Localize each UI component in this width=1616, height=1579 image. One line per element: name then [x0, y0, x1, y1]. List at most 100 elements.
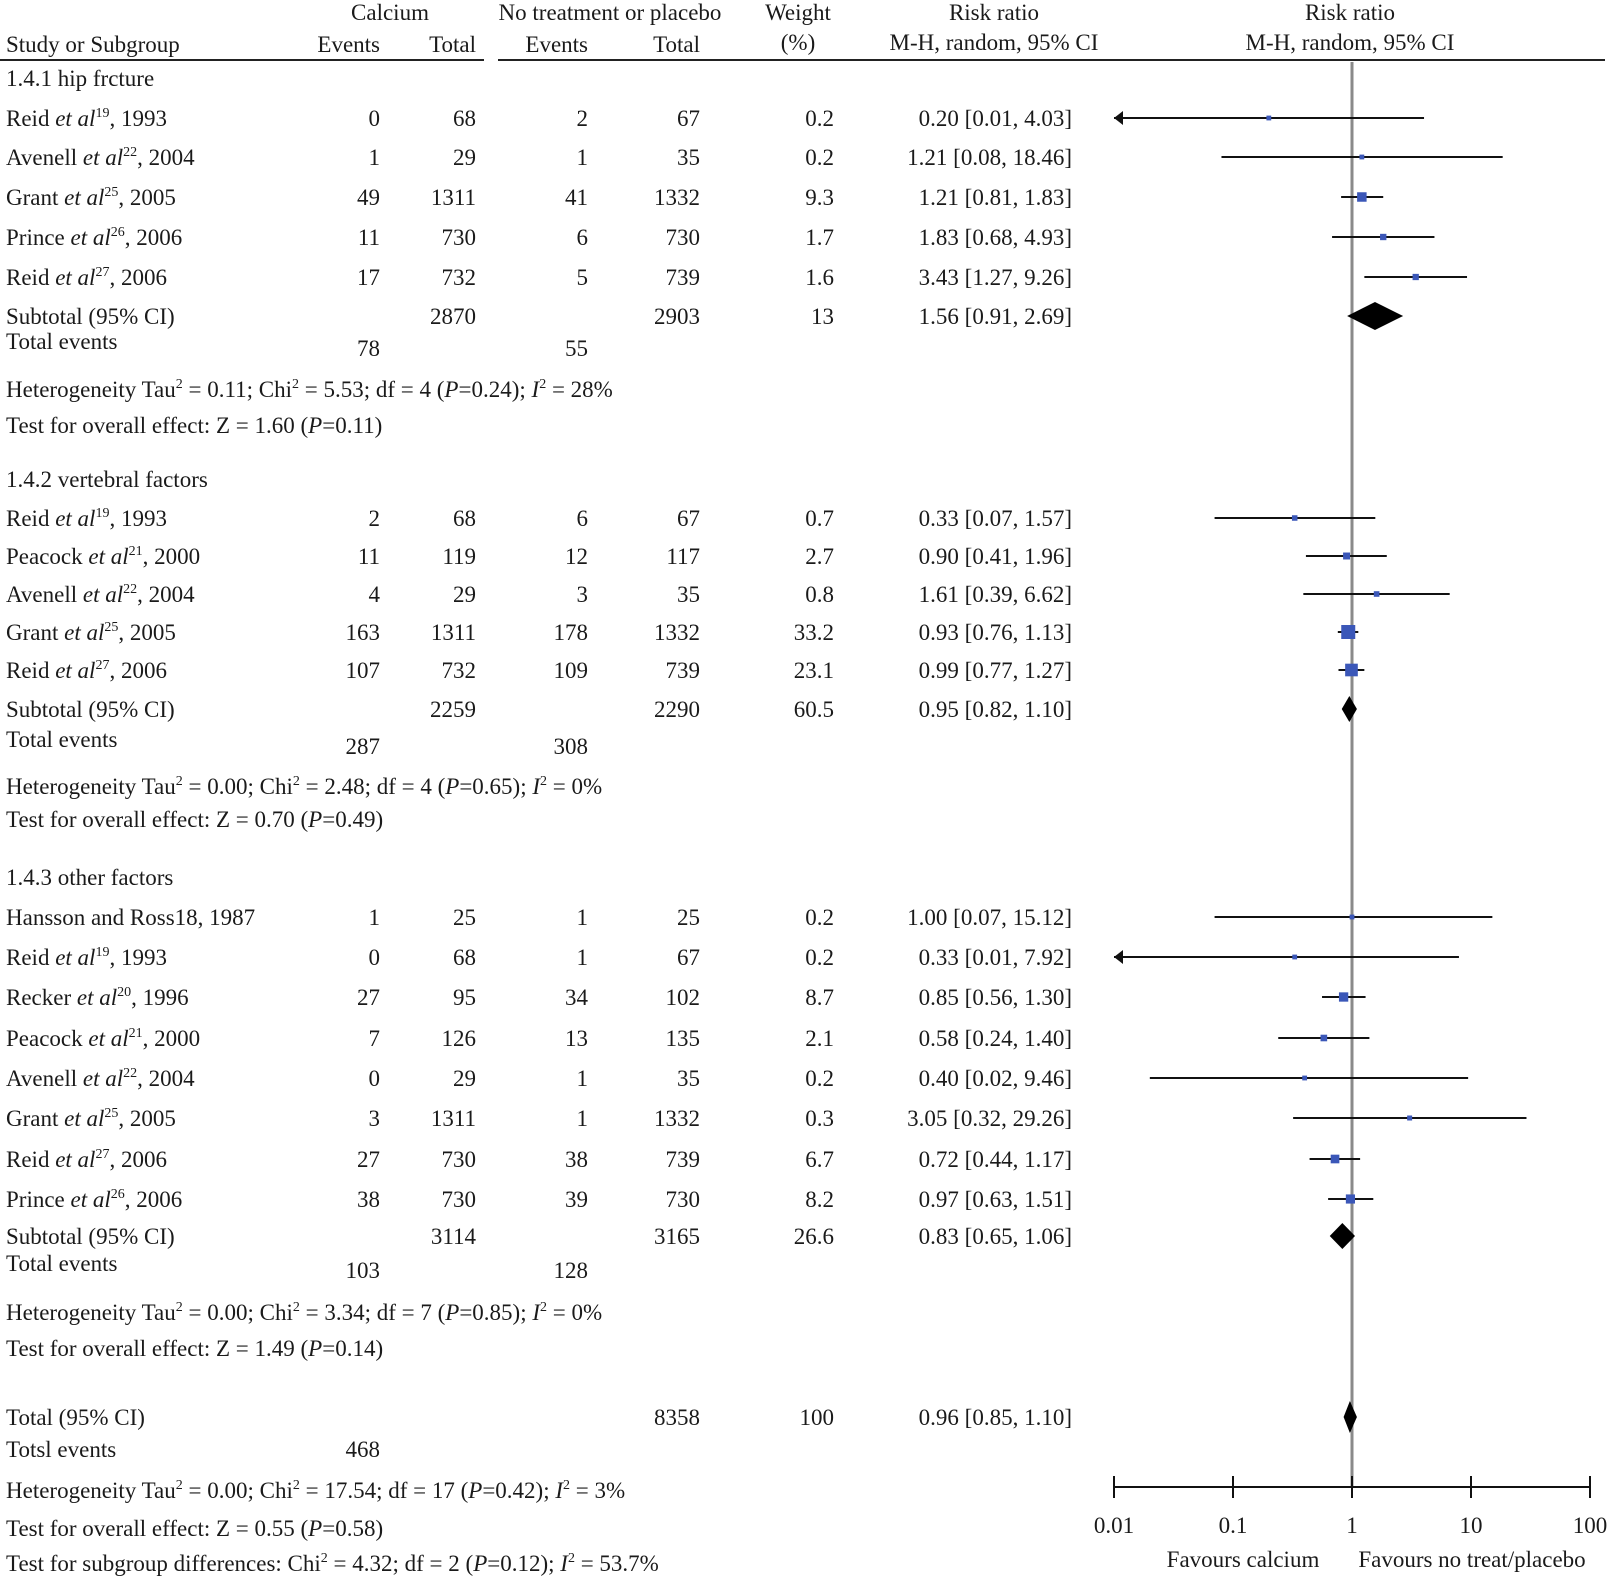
- subgroup-3-study-8-name: Prince et al26, 2006: [6, 1187, 182, 1212]
- subgroup-3-study-7-calcium-total: 730: [442, 1147, 477, 1172]
- subgroup-1-study-3-calcium-total: 1311: [431, 185, 476, 210]
- risk-ratio-method-header: M-H, random, 95% CI: [890, 30, 1099, 55]
- subgroup-differences-test: Test for subgroup differences: Chi2 = 4.…: [6, 1551, 659, 1576]
- subgroup-1-study-2-calcium-events: 1: [369, 145, 381, 170]
- subgroup-2-study-1-control-events: 6: [577, 506, 589, 531]
- subgroup-2-study-1-name: Reid et al19, 1993: [6, 506, 167, 531]
- subgroup-2-study-1-control-total: 67: [677, 506, 700, 531]
- calcium-events-header: Events: [317, 32, 380, 57]
- subgroup-1-study-1-weight: 0.2: [805, 106, 834, 131]
- subgroup-3-study-7-calcium-events: 27: [357, 1147, 380, 1172]
- subgroup-3-subtotal-diamond: [1329, 1223, 1356, 1249]
- subgroup-1-study-3-calcium-events: 49: [357, 185, 380, 210]
- subgroup-3-study-7-name: Reid et al27, 2006: [6, 1147, 167, 1172]
- subgroup-2-heterogeneity: Heterogeneity Tau2 = 0.00; Chi2 = 2.48; …: [6, 774, 602, 799]
- subgroup-3-subtotal-calcium-total: 3114: [431, 1224, 477, 1249]
- subgroup-1-study-5-control-total: 739: [666, 265, 701, 290]
- plot-method-header: M-H, random, 95% CI: [1246, 30, 1455, 55]
- subgroup-2-study-1-calcium-total: 68: [453, 506, 476, 531]
- subgroup-3-study-4-control-events: 13: [565, 1026, 588, 1051]
- subgroup-3-study-2-calcium-total: 68: [453, 945, 476, 970]
- subgroup-3-study-4-control-total: 135: [666, 1026, 701, 1051]
- subgroup-3-study-6-calcium-events: 3: [369, 1106, 381, 1131]
- subgroup-1-subtotal-label: Subtotal (95% CI): [6, 304, 175, 329]
- subgroup-1-subtotal-calcium-total: 2870: [430, 304, 476, 329]
- subgroup-3-total-events-label: Total events: [6, 1251, 117, 1276]
- subgroup-1-study-3-risk-ratio: 1.21 [0.81, 1.83]: [919, 185, 1072, 210]
- subgroup-3-study-4-risk-ratio: 0.58 [0.24, 1.40]: [919, 1026, 1072, 1051]
- subgroup-3-study-6-point: [1407, 1115, 1413, 1121]
- x-tick-label-3: 10: [1460, 1513, 1483, 1538]
- subgroup-2-subtotal-risk-ratio: 0.95 [0.82, 1.10]: [919, 697, 1072, 722]
- subgroup-1-study-5-weight: 1.6: [805, 265, 834, 290]
- subgroup-3-study-2-control-total: 67: [677, 945, 700, 970]
- subgroup-2-study-5-weight: 23.1: [794, 658, 834, 683]
- subgroup-1-study-2-risk-ratio: 1.21 [0.08, 18.46]: [907, 145, 1072, 170]
- subgroup-1-study-4-calcium-events: 11: [358, 225, 380, 250]
- subgroup-3-study-2-point: [1292, 954, 1298, 960]
- subgroup-3-study-6-calcium-total: 1311: [431, 1106, 476, 1131]
- subgroup-3-study-7-risk-ratio: 0.72 [0.44, 1.17]: [919, 1147, 1072, 1172]
- subgroup-2-study-3-control-total: 35: [677, 582, 700, 607]
- subgroup-3-study-2-ci-arrow: [1114, 950, 1123, 964]
- subgroup-1-study-3-name: Grant et al25, 2005: [6, 185, 176, 210]
- overall-control-total: 8358: [654, 1405, 700, 1430]
- subgroup-3-study-3-weight: 8.7: [805, 985, 834, 1010]
- subgroup-1-study-5-calcium-events: 17: [357, 265, 380, 290]
- subgroup-1-study-1-ci-arrow: [1114, 111, 1123, 125]
- overall-heterogeneity: Heterogeneity Tau2 = 0.00; Chi2 = 17.54;…: [6, 1478, 625, 1503]
- subgroup-2-subtotal-diamond: [1341, 696, 1357, 722]
- subgroup-1-study-1-point: [1266, 115, 1272, 121]
- subgroup-3-study-1-name: Hansson and Ross18, 1987: [6, 905, 255, 930]
- subgroup-2-subtotal-control-total: 2290: [654, 697, 700, 722]
- subgroup-2-study-4-calcium-total: 1311: [431, 620, 476, 645]
- subgroup-2-total-events-calcium: 287: [346, 734, 381, 759]
- subgroup-3-study-8-control-events: 39: [565, 1187, 588, 1212]
- subgroup-3-study-2-calcium-events: 0: [369, 945, 381, 970]
- subgroup-2-overall-effect: Test for overall effect: Z = 0.70 (P=0.4…: [6, 807, 383, 832]
- subgroup-3-study-6-control-total: 1332: [654, 1106, 700, 1131]
- favours-left-label: Favours calcium: [1167, 1547, 1320, 1572]
- subgroup-2-study-5-control-total: 739: [666, 658, 701, 683]
- subgroup-1-study-3-weight: 9.3: [805, 185, 834, 210]
- subgroup-1-study-4-name: Prince et al26, 2006: [6, 225, 182, 250]
- subgroup-2-title: 1.4.2 vertebral factors: [6, 467, 208, 492]
- subgroup-2-study-3-weight: 0.8: [805, 582, 834, 607]
- subgroup-1-study-4-risk-ratio: 1.83 [0.68, 4.93]: [919, 225, 1072, 250]
- subgroup-3-study-4-name: Peacock et al21, 2000: [6, 1026, 200, 1051]
- subgroup-1-study-1-calcium-events: 0: [369, 106, 381, 131]
- subgroup-3-study-8-calcium-total: 730: [442, 1187, 477, 1212]
- subgroup-3-study-3-control-events: 34: [565, 985, 589, 1010]
- subgroup-3-study-5-control-events: 1: [577, 1066, 589, 1091]
- overall-weight: 100: [800, 1405, 835, 1430]
- subgroup-3-study-6-weight: 0.3: [805, 1106, 834, 1131]
- overall-diamond: [1343, 1401, 1357, 1433]
- subgroup-3-subtotal-weight: 26.6: [794, 1224, 834, 1249]
- subgroup-2-study-5-point: [1345, 663, 1358, 677]
- control-group-header: No treatment or placebo: [499, 0, 722, 25]
- subgroup-3-study-8-control-total: 730: [666, 1187, 701, 1212]
- subgroup-3-study-7-weight: 6.7: [805, 1147, 834, 1172]
- calcium-total-header: Total: [429, 32, 476, 57]
- subgroup-3-study-6-name: Grant et al25, 2005: [6, 1106, 176, 1131]
- subgroup-1-study-3-point: [1357, 192, 1367, 202]
- subgroup-3-study-8-risk-ratio: 0.97 [0.63, 1.51]: [919, 1187, 1072, 1212]
- subgroup-2-study-2-name: Peacock et al21, 2000: [6, 544, 200, 569]
- subgroup-1-study-4-calcium-total: 730: [442, 225, 477, 250]
- subgroup-3-study-3-name: Recker et al20, 1996: [6, 985, 189, 1010]
- subgroup-2-study-3-name: Avenell et al22, 2004: [6, 582, 195, 607]
- subgroup-2-study-2-weight: 2.7: [805, 544, 834, 569]
- subgroup-2-study-1-risk-ratio: 0.33 [0.07, 1.57]: [919, 506, 1072, 531]
- subgroup-3-study-1-control-events: 1: [577, 905, 589, 930]
- subgroup-3-study-5-calcium-events: 0: [369, 1066, 381, 1091]
- subgroup-2-study-4-weight: 33.2: [794, 620, 834, 645]
- subgroup-3-total-events-control: 128: [554, 1258, 589, 1283]
- subgroup-3-study-7-point: [1330, 1154, 1340, 1164]
- subgroup-2-study-4-point: [1341, 625, 1356, 639]
- subgroup-3-study-1-calcium-total: 25: [453, 905, 476, 930]
- risk-ratio-header: Risk ratio: [949, 0, 1039, 25]
- subgroup-2-study-3-point: [1373, 591, 1380, 597]
- subgroup-3-study-4-calcium-total: 126: [442, 1026, 477, 1051]
- subgroup-3-study-3-risk-ratio: 0.85 [0.56, 1.30]: [919, 985, 1072, 1010]
- subgroup-3-subtotal-risk-ratio: 0.83 [0.65, 1.06]: [919, 1224, 1072, 1249]
